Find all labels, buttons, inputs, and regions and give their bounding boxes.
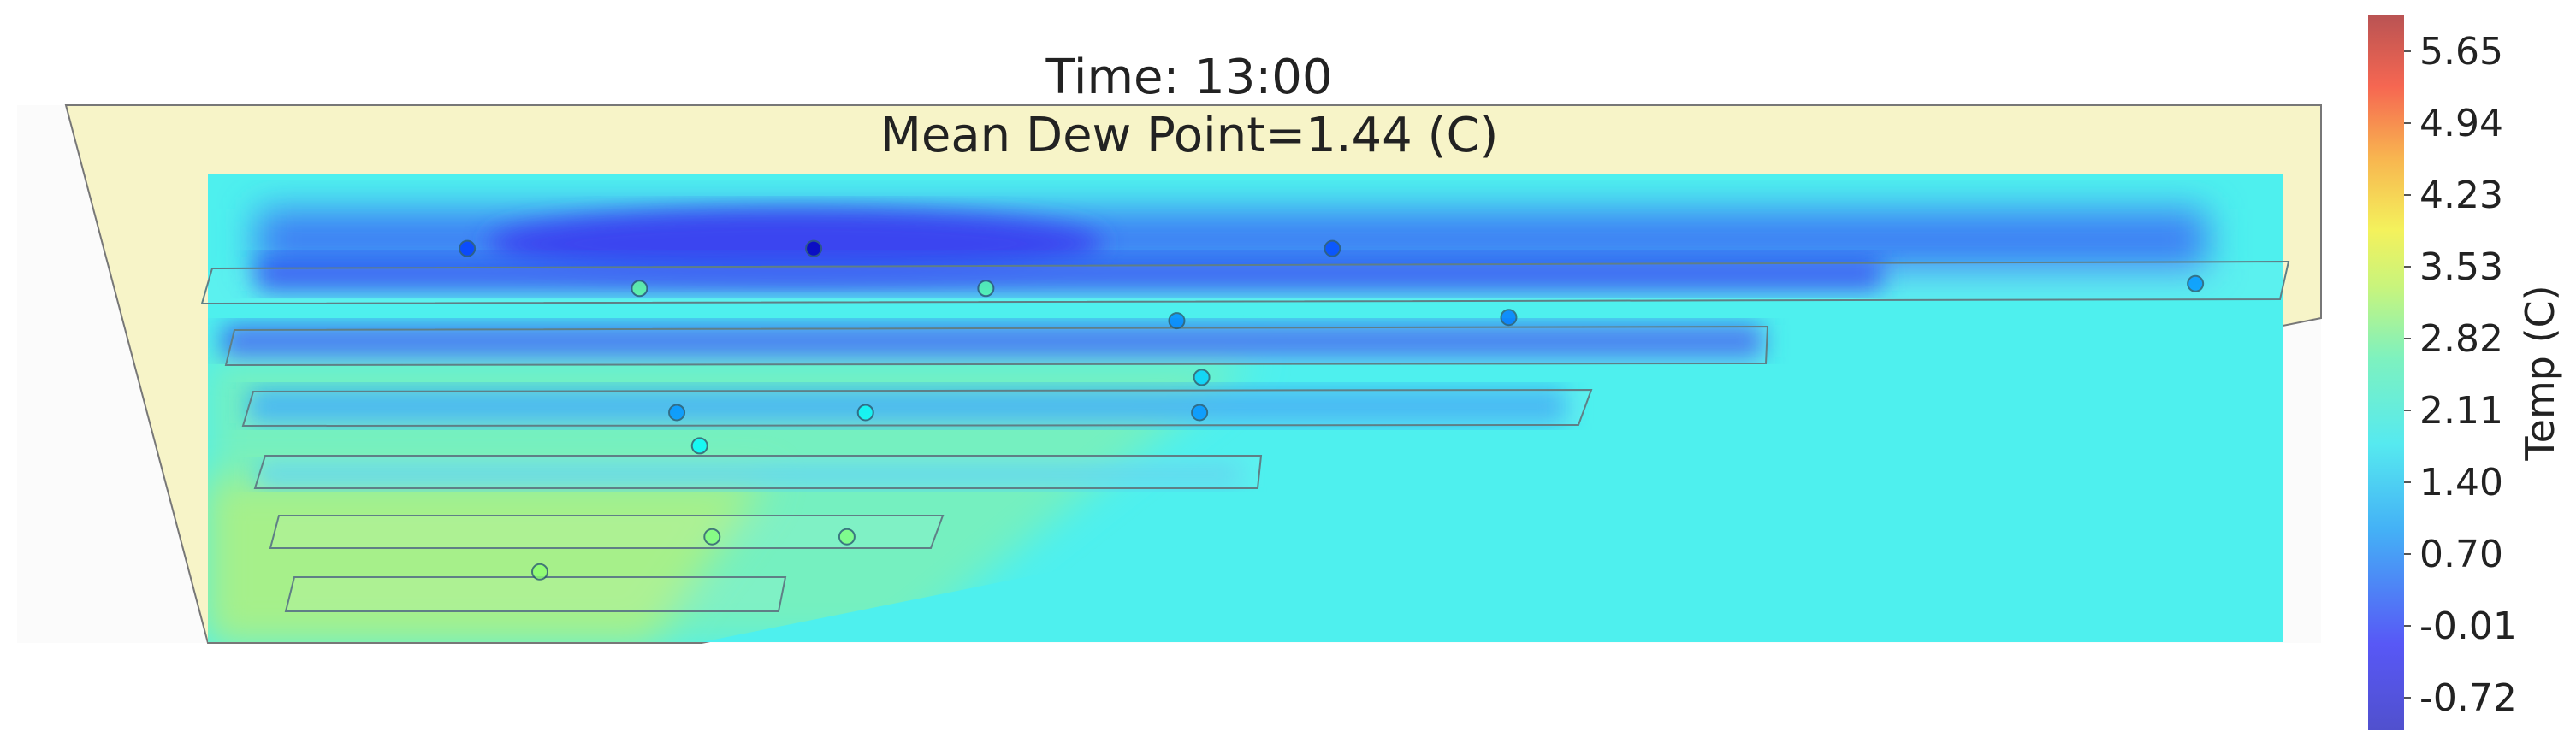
sensor-marker	[1500, 309, 1518, 327]
colorbar-tick-label: 0.70	[2419, 533, 2503, 576]
colorbar-ticks: 5.65 4.94 4.23 3.53 2.82 2.11 1.40 0.70 -0.01 -0.…	[2404, 30, 2517, 720]
colorbar-tick-label: -0.72	[2419, 676, 2517, 720]
colorbar-tick-label: 1.40	[2419, 461, 2503, 504]
chart-title: Time: 13:00	[1045, 50, 1333, 105]
sensor-marker	[668, 404, 686, 422]
sensor-marker	[1168, 312, 1186, 330]
sensor-marker	[459, 239, 477, 257]
sensor-marker	[805, 239, 823, 257]
sensor-marker	[1193, 369, 1211, 386]
sensor-marker	[631, 280, 648, 298]
colorbar-tick-label: 2.82	[2419, 317, 2503, 361]
sensor-marker	[977, 280, 995, 298]
sensor-markers	[459, 239, 2205, 581]
bench-5	[269, 515, 945, 549]
bench-1	[200, 260, 2290, 305]
colorbar-tick-label: 2.11	[2419, 389, 2503, 433]
dew-point-heatmap	[208, 174, 2283, 642]
colorbar-tick-label: -0.01	[2419, 605, 2517, 648]
colorbar-tick-label: 4.94	[2419, 102, 2503, 145]
bench-4	[253, 455, 1263, 489]
colorbar-gradient	[2368, 15, 2404, 730]
colorbar-tick-label: 3.53	[2419, 245, 2503, 289]
sensor-marker	[856, 404, 874, 422]
sensor-marker	[690, 437, 708, 455]
colorbar-tick-label: 5.65	[2419, 30, 2503, 74]
sensor-marker	[838, 528, 856, 546]
sensor-marker	[703, 528, 721, 546]
colorbar-tick-label: 4.23	[2419, 174, 2503, 217]
sensor-marker	[1191, 404, 1209, 422]
sensor-marker	[2187, 274, 2205, 292]
colorbar: 5.65 4.94 4.23 3.53 2.82 2.11 1.40 0.70 -0.01 -0.…	[2368, 15, 2563, 730]
colorbar-label: Temp (C)	[2517, 285, 2563, 461]
bench-2	[224, 325, 1769, 367]
chart-subtitle: Mean Dew Point=1.44 (C)	[879, 108, 1499, 163]
sensor-marker	[531, 563, 548, 581]
sensor-marker	[1324, 239, 1341, 257]
benches	[200, 260, 2290, 612]
bench-3	[241, 388, 1593, 428]
bench-6	[284, 576, 787, 612]
